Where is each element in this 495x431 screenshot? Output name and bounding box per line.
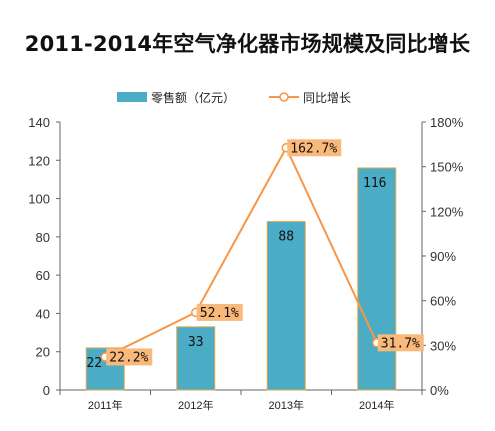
bar: [176, 326, 216, 391]
y-right-tick-label: 60%: [430, 294, 456, 309]
y-right-tick-label: 90%: [430, 249, 456, 264]
growth-line-path: [104, 145, 378, 358]
y-left-tick-label: 0: [43, 383, 50, 398]
growth-value-label: 162.7%: [290, 141, 337, 156]
growth-label-box: [377, 334, 424, 352]
bar-value-label: 22: [86, 356, 102, 371]
y-left-tick-label: 40: [36, 306, 50, 321]
y-left-tick-label: 100: [28, 192, 50, 207]
y-left-tick-label: 60: [36, 268, 50, 283]
bar-value-label: 88: [278, 230, 294, 245]
growth-value-label: 52.1%: [200, 306, 239, 321]
bar-value-label: 33: [188, 335, 204, 350]
bar: [266, 221, 306, 391]
bar-value-label: 116: [363, 176, 386, 191]
y-right-tick-label: 180%: [430, 115, 464, 130]
x-tick-label: 2014年: [359, 398, 394, 412]
legend-label-line: 同比增长: [303, 91, 351, 105]
y-right-tick-label: 30%: [430, 338, 456, 353]
y-left-tick-label: 120: [28, 153, 50, 168]
growth-line: [100, 143, 382, 362]
growth-value-label: 22.2%: [109, 350, 148, 365]
x-tick-label: 2012年: [178, 398, 213, 412]
bars: [85, 167, 397, 391]
bar: [357, 167, 397, 391]
growth-label-box: [196, 303, 243, 321]
legend-swatch-bar: [117, 92, 147, 102]
y-left-tick-label: 20: [36, 345, 50, 360]
data-labels: 22 33 88 116 22.2% 52.1% 162.7% 31.7%: [86, 139, 424, 371]
x-tick-label: 2013年: [269, 398, 304, 412]
legend-marker-line: [279, 92, 289, 102]
y-left-tick-label: 140: [28, 115, 50, 130]
growth-label-box: [287, 139, 342, 157]
y-right-tick-label: 150%: [430, 160, 464, 175]
legend-label-bar: 零售额（亿元）: [151, 90, 235, 105]
y-right-tick-label: 120%: [430, 204, 464, 219]
y-right-tick-label: 0%: [430, 383, 449, 398]
chart-title: 2011-2014年空气净化器市场规模及同比增长: [24, 32, 471, 56]
growth-value-label: 31.7%: [381, 336, 420, 351]
growth-label-box: [106, 348, 153, 366]
y-left-tick-label: 80: [36, 230, 50, 245]
legend: 零售额（亿元） 同比增长: [117, 90, 351, 105]
x-tick-label: 2011年: [88, 398, 123, 412]
